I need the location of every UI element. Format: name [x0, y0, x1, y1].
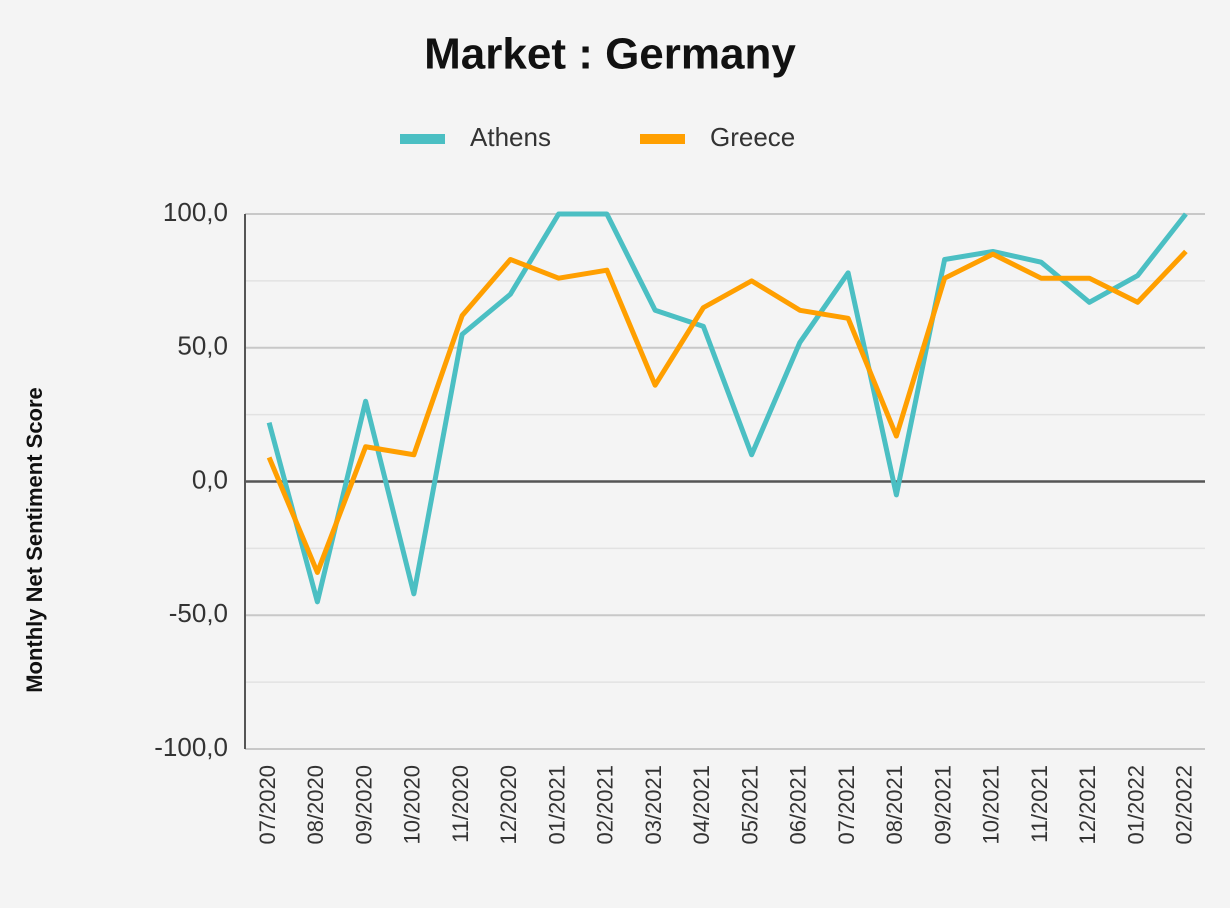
data-line	[266, 211, 1188, 605]
x-tick-label: 02/2022	[1172, 765, 1197, 845]
x-tick-label: 11/2021	[1027, 765, 1052, 843]
x-tick-label: 09/2021	[930, 765, 955, 845]
x-tick-label: 02/2021	[593, 765, 618, 845]
y-tick-label: 0,0	[192, 464, 228, 494]
y-tick-label: 100,0	[163, 197, 228, 227]
x-tick-label: 01/2022	[1123, 765, 1148, 845]
y-tick-label: -50,0	[169, 598, 228, 628]
x-tick-label: 08/2020	[303, 765, 328, 845]
legend-swatch	[400, 134, 445, 144]
y-tick-label: 50,0	[177, 331, 228, 361]
x-tick-label: 06/2021	[786, 765, 811, 845]
x-tick-label: 12/2021	[1075, 765, 1100, 845]
chart-title: Market : Germany	[424, 30, 796, 79]
x-tick-label: 10/2020	[400, 765, 425, 845]
legend-label: Greece	[710, 122, 795, 152]
legend-swatch	[640, 134, 685, 144]
x-tick-label: 10/2021	[979, 765, 1004, 845]
x-tick-label: 12/2020	[496, 765, 521, 845]
x-tick-label: 03/2021	[641, 765, 666, 845]
x-tick-label: 04/2021	[689, 765, 714, 845]
x-tick-label: 01/2021	[544, 765, 569, 845]
y-axis-title: Monthly Net Sentiment Score	[22, 387, 47, 693]
x-tick-label: 07/2020	[255, 765, 280, 845]
data-line	[266, 249, 1188, 575]
x-tick-label: 11/2020	[448, 765, 473, 843]
legend-label: Athens	[470, 122, 551, 152]
x-tick-label: 07/2021	[834, 765, 859, 845]
x-tick-label: 08/2021	[882, 765, 907, 845]
y-tick-label: -100,0	[154, 732, 228, 762]
x-tick-label: 05/2021	[737, 765, 762, 845]
x-tick-label: 09/2020	[351, 765, 376, 845]
